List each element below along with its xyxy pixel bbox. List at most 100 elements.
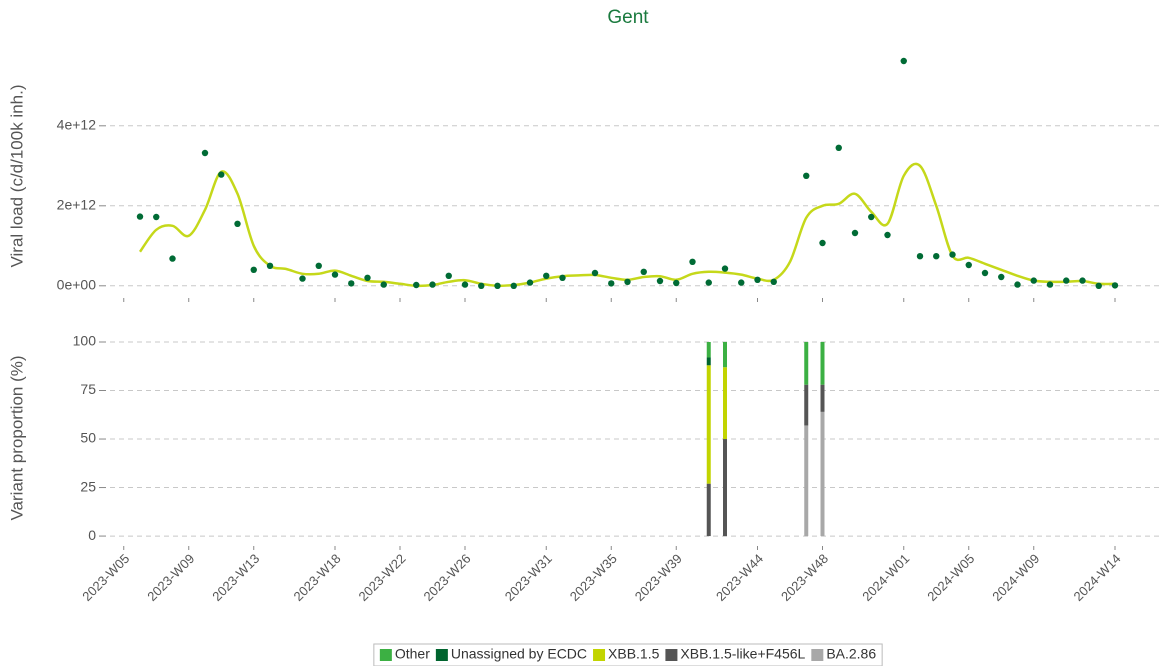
- data-point: [543, 272, 550, 279]
- data-point: [250, 266, 257, 273]
- data-point: [1063, 277, 1070, 284]
- data-point: [413, 281, 420, 289]
- x-tick-label: 2024-W05: [924, 551, 977, 604]
- bar-segment: [804, 384, 809, 426]
- data-point: [624, 278, 631, 285]
- x-tick-label: 2023-W05: [79, 551, 132, 604]
- x-tick-label: 2024-W01: [859, 551, 912, 604]
- data-point: [1014, 281, 1021, 288]
- data-point: [299, 275, 306, 282]
- x-tick-label: 2024-W09: [989, 551, 1042, 604]
- chart-title: Gent: [607, 7, 649, 28]
- data-point: [380, 281, 387, 288]
- data-point: [705, 279, 712, 286]
- data-point: [1095, 282, 1102, 289]
- data-point: [445, 272, 452, 279]
- data-point: [998, 273, 1005, 281]
- x-tick-label: 2023-W35: [567, 551, 620, 604]
- y-tick-label: 4e+12: [57, 117, 97, 133]
- bar-segment: [804, 341, 809, 385]
- legend-swatch: [811, 649, 824, 661]
- data-point: [559, 274, 566, 281]
- data-point: [526, 279, 534, 286]
- data-point: [738, 279, 745, 286]
- y-axis-title: Viral load (c/d/100k inh.): [7, 84, 26, 267]
- data-point: [965, 261, 972, 269]
- data-point: [461, 281, 469, 288]
- data-point: [819, 239, 826, 247]
- bar-segment: [804, 425, 809, 537]
- x-tick-label: 2023-W09: [144, 551, 197, 604]
- data-point: [916, 253, 924, 260]
- data-point: [673, 279, 680, 287]
- bar-segment: [706, 341, 711, 358]
- legend: Other Unassigned by ECDC XBB.1.5 XBB.1.5-li…: [373, 643, 883, 666]
- data-point: [331, 271, 339, 278]
- data-point: [900, 57, 907, 65]
- bar-segment: [706, 357, 711, 366]
- data-point: [315, 262, 322, 269]
- data-point: [933, 253, 940, 260]
- data-point: [234, 220, 241, 227]
- x-tick-label: 2023-W18: [291, 551, 344, 604]
- data-point: [1079, 277, 1086, 284]
- legend-label: BA.2.86: [826, 646, 876, 662]
- y-tick-label: 0e+00: [57, 277, 97, 293]
- legend-label: Other: [395, 646, 430, 662]
- legend-swatch: [593, 649, 606, 661]
- x-tick-label: 2024-W14: [1071, 551, 1124, 604]
- legend-label: XBB.1.5: [608, 646, 660, 662]
- x-tick-label: 2023-W44: [713, 551, 766, 604]
- x-tick-label: 2023-W13: [209, 551, 262, 604]
- data-point: [608, 280, 615, 287]
- legend-swatch: [379, 649, 392, 661]
- bar-segment: [723, 341, 727, 368]
- data-point: [803, 172, 810, 179]
- x-tick-label: 2023-W26: [421, 551, 474, 604]
- bar-segment: [820, 411, 825, 537]
- x-tick-label: 2023-W48: [778, 551, 831, 604]
- data-point: [1030, 277, 1037, 284]
- data-point: [851, 229, 859, 237]
- legend-label: Unassigned by ECDC: [451, 646, 587, 662]
- y-tick-label: 0: [88, 527, 96, 543]
- data-point: [884, 231, 891, 239]
- data-point: [754, 276, 761, 283]
- x-tick-label: 2023-W31: [502, 551, 555, 604]
- data-point: [656, 277, 664, 285]
- y-tick-label: 50: [80, 430, 96, 446]
- legend-frame: [373, 643, 883, 666]
- data-point: [201, 149, 209, 157]
- x-tick-label: 2023-W39: [632, 551, 685, 604]
- data-point: [169, 255, 176, 262]
- bar-segment: [723, 367, 727, 440]
- y-axis-title: Variant proportion (%): [7, 355, 26, 520]
- data-point: [1046, 281, 1054, 288]
- bar-segment: [723, 439, 727, 537]
- data-point: [1111, 282, 1119, 289]
- y-tick-label: 75: [80, 381, 96, 397]
- data-point: [478, 282, 485, 289]
- data-point: [689, 258, 696, 265]
- bar-segment: [820, 341, 825, 385]
- data-point: [364, 274, 371, 281]
- y-tick-label: 100: [73, 333, 97, 349]
- data-point: [136, 213, 144, 220]
- data-point: [721, 265, 729, 272]
- legend-swatch: [665, 649, 678, 661]
- data-point: [429, 281, 436, 288]
- data-point: [494, 282, 501, 289]
- y-tick-label: 2e+12: [57, 197, 97, 213]
- legend-label: XBB.1.5-like+F456L: [680, 646, 805, 662]
- data-point: [266, 262, 274, 269]
- data-point: [591, 269, 599, 277]
- data-point: [153, 213, 160, 221]
- legend-swatch: [435, 649, 448, 661]
- data-point: [835, 144, 842, 151]
- bar-segment: [820, 384, 825, 412]
- bar-segment: [706, 365, 711, 484]
- data-point: [510, 282, 517, 289]
- data-point: [218, 171, 225, 178]
- data-point: [348, 280, 355, 287]
